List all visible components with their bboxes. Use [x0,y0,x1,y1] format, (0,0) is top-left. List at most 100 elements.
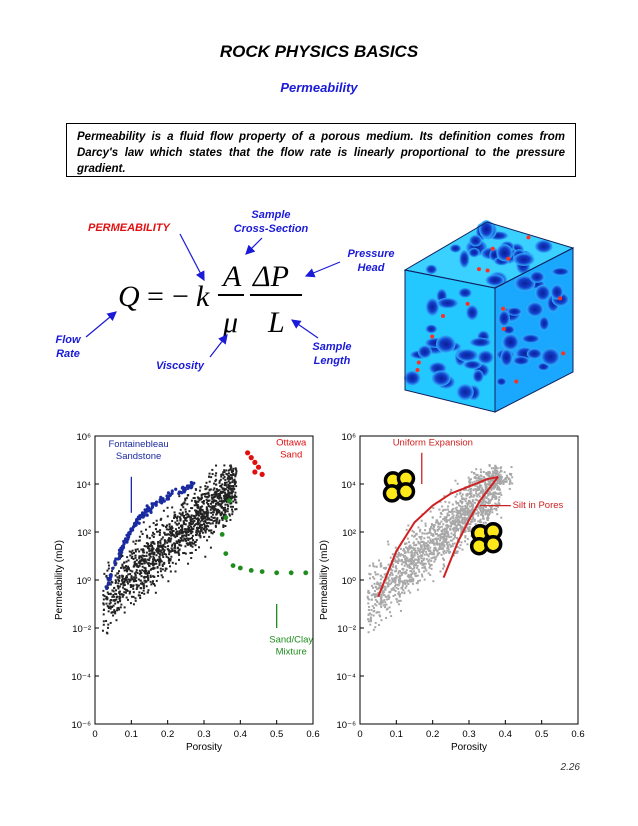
data-point [106,605,109,608]
data-point [193,517,196,520]
eq-mu: μ [222,306,238,339]
data-point [212,501,215,504]
data-point [446,549,449,552]
data-point [413,566,416,569]
data-point [419,555,422,558]
data-point [382,594,385,597]
data-point [126,598,129,601]
data-point [177,522,180,525]
data-point [467,499,470,502]
data-point [439,500,442,503]
data-point [204,485,207,488]
data-point [194,524,197,527]
data-point [495,497,498,500]
data-point [205,525,208,528]
data-point [201,523,204,526]
data-point [396,555,399,558]
data-point [463,498,466,501]
data-point [183,537,186,540]
data-point [470,508,473,511]
data-point [444,508,447,511]
data-point [223,484,226,487]
data-point [209,546,212,549]
data-point [369,623,372,626]
data-point [141,591,144,594]
data-point [156,549,159,552]
data-point [150,583,153,586]
data-point [220,500,223,503]
data-point [457,529,460,532]
data-point [403,560,406,563]
data-point [142,584,145,587]
data-point [102,602,105,605]
data-point [192,496,195,499]
data-point [448,536,451,539]
data-point [453,520,456,523]
data-point [413,544,416,547]
data-point [129,586,132,589]
data-point [440,513,443,516]
data-point [420,519,423,522]
sand-clay-point [288,570,294,576]
data-point [170,525,173,528]
pore-shape [550,284,564,300]
data-point [126,567,129,570]
data-point [152,575,155,578]
data-point [419,554,422,557]
data-point [479,485,482,488]
data-point [120,603,123,606]
data-point [235,470,238,473]
data-point [439,570,442,573]
data-point [171,527,174,530]
data-point [176,551,179,554]
data-point [417,555,420,558]
data-point [227,484,230,487]
data-point [197,500,200,503]
data-point [208,494,211,497]
data-point [206,524,209,527]
data-point [417,526,420,529]
data-point [111,595,114,598]
data-point [235,485,238,488]
data-point [424,524,427,527]
data-point [439,526,442,529]
data-point [232,500,235,503]
data-point [465,497,468,500]
data-point [373,596,376,599]
data-point [132,540,135,543]
data-point [455,511,458,514]
data-point [475,499,478,502]
data-point [224,478,227,481]
data-point [368,577,371,580]
data-point [438,539,441,542]
data-point [485,497,488,500]
data-point [157,558,160,561]
data-point [429,527,432,530]
data-point [484,495,487,498]
data-point [102,594,105,597]
data-point [158,560,161,563]
data-point [231,490,234,493]
data-point [498,477,501,480]
data-point [458,512,461,515]
data-point [195,511,198,514]
sand-clay-point [230,563,236,568]
fontainebleau-point [113,561,117,565]
data-point [428,562,431,565]
pore-hotspot [561,351,566,356]
data-point [137,539,140,542]
permeability-label: PERMEABILITY [88,222,170,234]
data-point [143,560,146,563]
data-point [180,513,183,516]
data-point [482,517,485,520]
data-point [213,487,216,490]
data-point [430,557,433,560]
data-point [505,477,508,480]
data-point [231,508,234,511]
data-point [235,472,238,475]
data-point [132,565,135,568]
fontainebleau-point [104,585,108,589]
data-point [151,560,154,563]
data-point [493,507,496,510]
data-point [132,580,135,583]
